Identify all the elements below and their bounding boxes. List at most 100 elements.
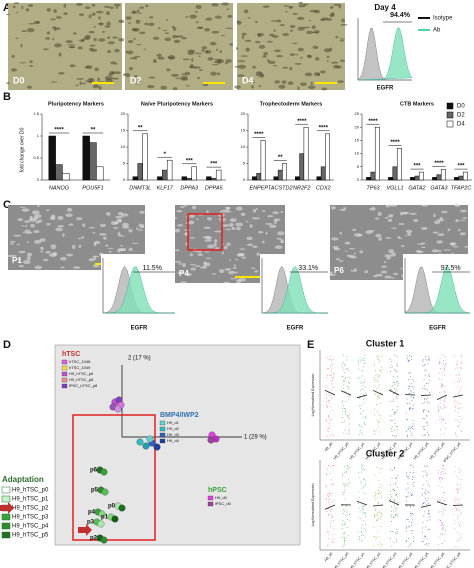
cell-dot: [442, 407, 444, 409]
cell: [391, 252, 396, 257]
cell: [26, 241, 30, 244]
cell-dot: [427, 401, 429, 403]
cell-dot: [438, 497, 440, 499]
cell-dot: [343, 368, 345, 370]
cell: [216, 72, 221, 76]
cell-dot: [390, 468, 392, 470]
flow-xlabel: EGFR: [287, 326, 304, 332]
cell-dot: [361, 432, 363, 434]
cell-dot: [347, 467, 349, 469]
cell-dot: [412, 419, 414, 421]
cell-dot: [439, 477, 441, 479]
cell-dot: [423, 359, 425, 361]
cell: [421, 203, 429, 207]
cell-dot: [453, 381, 455, 383]
cell-dot: [329, 435, 331, 437]
cell-dot: [406, 357, 408, 359]
cell-dot: [442, 372, 444, 374]
cell-dot: [342, 411, 344, 413]
cell-dot: [360, 467, 362, 469]
pca-point: [153, 443, 161, 451]
cell: [29, 60, 33, 64]
cell: [118, 38, 125, 42]
cell: [137, 12, 142, 14]
cell-dot: [440, 417, 442, 419]
cell-dot: [397, 383, 399, 385]
bar: [48, 135, 56, 181]
cell: [283, 5, 290, 7]
cell-dot: [393, 393, 395, 395]
cell-dot: [413, 485, 415, 487]
cell-dot: [346, 527, 348, 529]
cell-dot: [457, 531, 459, 533]
cell-dot: [407, 518, 409, 520]
cell-dot: [330, 523, 332, 525]
cell-dot: [391, 510, 393, 512]
cell: [214, 230, 223, 233]
cell-dot: [378, 479, 380, 481]
cell-dot: [454, 431, 456, 433]
cell: [250, 80, 255, 84]
cell-dot: [342, 475, 344, 477]
legend-swatch: [207, 501, 214, 507]
cell-dot: [423, 411, 425, 413]
y-tick-label: 0: [123, 177, 126, 182]
cell-dot: [427, 483, 429, 485]
cell-dot: [411, 513, 413, 515]
cell-dot: [406, 419, 408, 421]
cell: [79, 81, 82, 86]
cell: [254, 270, 259, 273]
cell-dot: [439, 500, 441, 502]
cell-dot: [378, 375, 380, 377]
cell-dot: [376, 537, 378, 539]
cell-dot: [380, 402, 382, 404]
cell: [225, 59, 232, 63]
cell: [69, 64, 76, 68]
legend-label: H9_d2: [167, 426, 180, 431]
cell-dot: [341, 366, 343, 368]
cell-dot: [348, 418, 350, 420]
cell: [309, 19, 312, 22]
y-tick-label: 0: [357, 177, 360, 182]
cell-dot: [346, 470, 348, 472]
cell-dot: [396, 397, 398, 399]
cell-dot: [413, 428, 415, 430]
cell: [173, 39, 181, 44]
cell: [312, 45, 319, 49]
cell: [27, 252, 33, 257]
cell-dot: [365, 523, 367, 525]
cell: [28, 22, 36, 25]
cell-dot: [395, 436, 397, 438]
cell-dot: [327, 406, 329, 408]
bar: [206, 176, 212, 181]
cell-dot: [394, 354, 396, 356]
chart-title: Pluripotency Markers: [48, 101, 104, 107]
cell-dot: [395, 510, 397, 512]
cell-dot: [361, 524, 363, 526]
cell: [337, 80, 344, 83]
cell-dot: [409, 403, 411, 405]
cell-dot: [333, 464, 335, 466]
cell-dot: [406, 518, 408, 520]
cell-dot: [396, 528, 398, 530]
cell: [290, 29, 293, 32]
cell-dot: [389, 531, 391, 533]
legend-swatch: [61, 365, 68, 371]
cell-dot: [376, 378, 378, 380]
cell: [85, 66, 91, 68]
cell-dot: [424, 388, 426, 390]
cell-dot: [423, 515, 425, 517]
arrow: [0, 502, 14, 514]
cell-dot: [427, 544, 429, 546]
cell-dot: [389, 388, 391, 390]
cell-dot: [344, 538, 346, 540]
cell: [87, 77, 95, 83]
cell-dot: [409, 506, 411, 508]
cell-dot: [343, 544, 345, 546]
cell: [171, 25, 175, 29]
cell-dot: [461, 507, 463, 509]
cell: [282, 66, 289, 69]
cell: [99, 223, 107, 228]
bar: [410, 177, 416, 181]
cell-dot: [360, 471, 362, 473]
